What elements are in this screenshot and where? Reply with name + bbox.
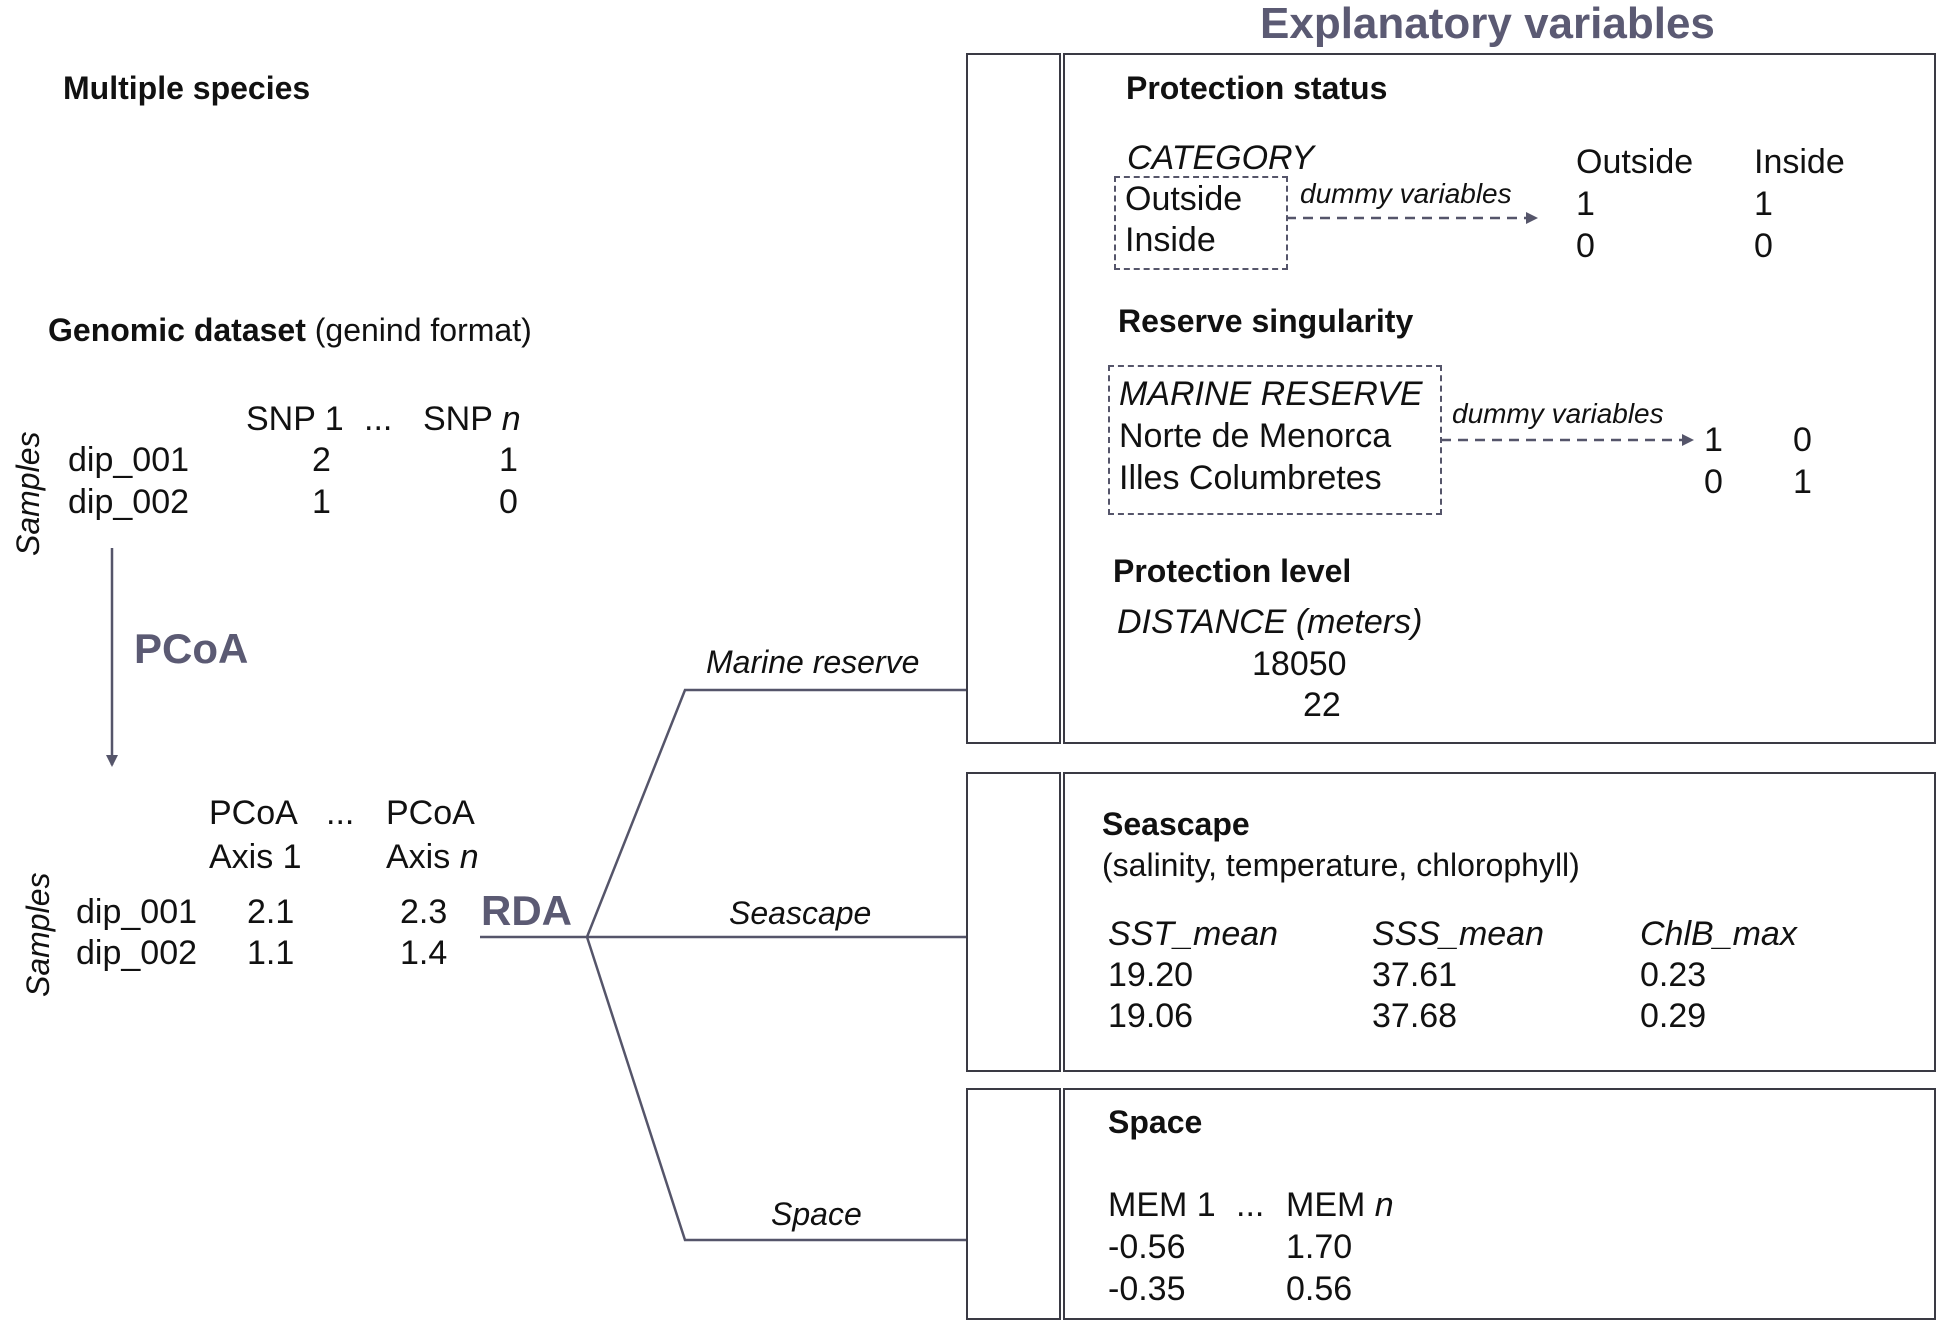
reserve-dummy-label: dummy variables <box>1452 398 1664 429</box>
dummy-value: 1 <box>1576 185 1595 223</box>
reserve-dummy-value: 1 <box>1793 463 1812 501</box>
pcoa-coln-line1: PCoA <box>386 794 475 832</box>
genomic-dataset-subtitle: (genind format) <box>314 312 532 348</box>
pcoa-row-value: 1.1 <box>247 934 295 972</box>
seascape-header: ChlB_max <box>1640 915 1797 953</box>
pcoa-coln-prefix: Axis <box>386 838 460 876</box>
genomic-row-value: 1 <box>499 441 518 479</box>
branch-label-marine-reserve: Marine reserve <box>706 644 920 680</box>
protection-status-title: Protection status <box>1126 70 1388 106</box>
branch-marine-reserve <box>585 688 966 938</box>
pcoa-row-value: 2.3 <box>400 893 448 931</box>
mem-coln-header: MEM n <box>1286 1188 1394 1222</box>
pcoa-coln-line2: Axis n <box>386 840 479 874</box>
space-title: Space <box>1108 1104 1203 1140</box>
genomic-dataset-title: Genomic dataset <box>48 312 306 348</box>
seascape-side-box <box>966 772 1061 1072</box>
dummy-value: 0 <box>1576 227 1595 265</box>
dummy-value: 0 <box>1754 227 1773 265</box>
branch-space <box>585 936 966 1242</box>
seascape-value: 0.29 <box>1640 997 1707 1035</box>
pcoa-row-id: dip_001 <box>76 893 198 931</box>
pcoa-col1-line2: Axis 1 <box>209 838 302 876</box>
reserve-singularity-title: Reserve singularity <box>1118 303 1414 339</box>
pcoa-ellipsis: ... <box>326 794 355 832</box>
pcoa-samples-label: Samples <box>20 872 56 998</box>
branch-label-space: Space <box>771 1196 862 1232</box>
mem-col1-header: MEM 1 <box>1108 1186 1216 1224</box>
snp-coln-header: SNP n <box>423 402 521 436</box>
pcoa-label: PCoA <box>134 625 249 672</box>
category-item: Inside <box>1125 221 1216 259</box>
mem-coln-prefix: MEM <box>1286 1186 1375 1224</box>
reserve-dummy-value: 0 <box>1793 421 1812 459</box>
reserve-dummy-value: 1 <box>1704 421 1723 459</box>
seascape-title: Seascape <box>1102 806 1250 842</box>
seascape-box <box>1063 772 1936 1072</box>
reserve-dashed-box <box>1108 365 1442 515</box>
genomic-row-id: dip_001 <box>68 441 190 479</box>
reserve-header: MARINE RESERVE <box>1119 375 1423 413</box>
seascape-value: 37.61 <box>1372 956 1458 994</box>
space-box <box>1063 1088 1936 1320</box>
dummy-header: Inside <box>1754 143 1845 181</box>
multiple-species-label: Multiple species <box>63 70 311 106</box>
snp-col1-header: SNP 1 <box>246 400 344 438</box>
mem-value: -0.35 <box>1108 1270 1186 1308</box>
branch-label-seascape: Seascape <box>729 895 872 931</box>
reserve-dummy-value: 0 <box>1704 463 1723 501</box>
protection-level-title: Protection level <box>1113 553 1352 589</box>
dummy-header: Outside <box>1576 143 1694 181</box>
category-item: Outside <box>1125 180 1243 218</box>
pcoa-row-id: dip_002 <box>76 934 198 972</box>
distance-value: 22 <box>1303 686 1341 724</box>
snp-ellipsis: ... <box>364 400 393 438</box>
genomic-dataset-heading: Genomic dataset (genind format) <box>48 314 532 346</box>
mem-ellipsis: ... <box>1236 1186 1265 1224</box>
marine-reserve-box <box>1063 53 1936 744</box>
distance-header: DISTANCE (meters) <box>1117 603 1423 641</box>
mem-value: -0.56 <box>1108 1228 1186 1266</box>
seascape-value: 0.23 <box>1640 956 1707 994</box>
mem-coln-italic: n <box>1374 1186 1394 1224</box>
genomic-samples-label: Samples <box>10 431 46 557</box>
seascape-header: SSS_mean <box>1372 915 1544 953</box>
marine-reserve-side-box <box>966 53 1061 744</box>
genomic-row-id: dip_002 <box>68 483 190 521</box>
snp-coln-italic: n <box>501 400 521 438</box>
genomic-row-value: 1 <box>312 483 331 521</box>
seascape-subtitle: (salinity, temperature, chlorophyll) <box>1102 847 1580 883</box>
category-header: CATEGORY <box>1127 139 1315 177</box>
seascape-value: 19.06 <box>1108 997 1194 1035</box>
seascape-value: 19.20 <box>1108 956 1194 994</box>
pcoa-row-value: 1.4 <box>400 934 448 972</box>
dummy-value: 1 <box>1754 185 1773 223</box>
protection-dummy-label: dummy variables <box>1300 178 1512 209</box>
pcoa-col1-line1: PCoA <box>209 794 298 832</box>
genomic-row-value: 2 <box>312 441 331 479</box>
distance-value: 18050 <box>1252 645 1347 683</box>
seascape-value: 37.68 <box>1372 997 1458 1035</box>
seascape-header: SST_mean <box>1108 915 1279 953</box>
rda-label: RDA <box>481 887 572 934</box>
mem-value: 1.70 <box>1286 1228 1353 1266</box>
category-dashed-box <box>1114 176 1288 270</box>
pcoa-coln-italic: n <box>459 838 479 876</box>
reserve-item: Illes Columbretes <box>1119 459 1382 497</box>
mem-value: 0.56 <box>1286 1270 1353 1308</box>
genomic-row-value: 0 <box>499 483 518 521</box>
explanatory-variables-title: Explanatory variables <box>1260 0 1715 48</box>
space-side-box <box>966 1088 1061 1320</box>
pcoa-row-value: 2.1 <box>247 893 295 931</box>
reserve-item: Norte de Menorca <box>1119 417 1392 455</box>
snp-coln-prefix: SNP <box>423 400 502 438</box>
